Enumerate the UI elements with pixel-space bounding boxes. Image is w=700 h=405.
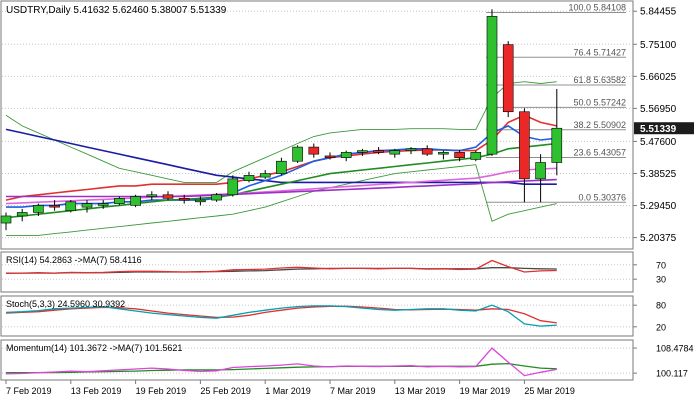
candle-body	[519, 111, 530, 180]
candle-body	[357, 150, 368, 153]
candle-body	[195, 199, 206, 203]
panel-tick-label: 70	[656, 260, 666, 270]
price-tick-label: 5.75100	[640, 40, 677, 51]
candle-body	[146, 194, 158, 197]
time-tick-label: 25 Mar 2019	[524, 386, 575, 396]
stoch-main-line	[5, 304, 557, 327]
moving-average-line	[5, 128, 557, 185]
panel-tick-label: 80	[656, 301, 666, 311]
candle-body	[243, 175, 255, 181]
price-tick-label: 5.29450	[640, 201, 677, 212]
candle-body	[114, 198, 125, 204]
candle-body	[65, 201, 77, 211]
price-tick-label: 5.47600	[640, 137, 677, 148]
rsi-line	[5, 259, 557, 275]
momentum-line	[5, 347, 557, 377]
candle-body	[389, 150, 401, 155]
candle-body	[308, 146, 320, 155]
fib-level-label: 23.6 5.43057	[573, 147, 626, 157]
candle-body	[470, 152, 482, 160]
current-price-label: 5.51339	[640, 124, 677, 135]
price-tick-label: 5.56950	[640, 104, 677, 115]
time-tick-label: 7 Mar 2019	[330, 386, 376, 396]
price-panel[interactable]	[0, 0, 634, 250]
candle-body	[97, 203, 109, 206]
candle-body	[16, 212, 28, 217]
moving-average-line	[6, 178, 557, 198]
price-tick-label: 5.66025	[640, 72, 677, 83]
momentum-label: Momentum(14) 101.3672 ->MA(7) 101.5621	[6, 343, 182, 353]
time-tick-label: 19 Feb 2019	[136, 386, 187, 396]
candle-body	[259, 173, 271, 178]
fib-level-label: 50.0 5.57242	[573, 97, 626, 107]
fib-level-label: 61.8 5.63582	[573, 75, 626, 85]
candle-body	[421, 148, 433, 155]
price-tick-label: 5.84455	[640, 7, 677, 18]
current-price-tag	[634, 122, 694, 135]
candle-body	[292, 146, 303, 162]
bollinger-upper	[5, 81, 557, 183]
stoch-lines: 80 20	[2, 301, 666, 332]
candle-body	[551, 127, 563, 163]
bollinger-lower	[6, 164, 557, 236]
time-tick-label: 19 Mar 2019	[460, 386, 511, 396]
time-tick-label: 7 Feb 2019	[6, 386, 52, 396]
price-tick-label: 5.38525	[640, 169, 677, 180]
time-axis: 7 Feb 2019 13 Feb 2019 19 Feb 2019 25 Feb 2…	[5, 380, 575, 396]
moving-average-line	[5, 167, 557, 205]
price-axis: 5.84455 5.75100 5.66025 5.56950 5.47600 5.385…	[633, 7, 694, 244]
candle-body	[373, 150, 384, 153]
stoch-signal-line	[5, 305, 557, 324]
price-tick-label: 5.20375	[640, 233, 677, 244]
candle-body	[227, 178, 239, 196]
candle-body	[324, 155, 336, 158]
time-tick-label: 25 Feb 2019	[200, 386, 251, 396]
momentum-lines: 108.4784 100.117	[2, 344, 694, 379]
candle-body	[162, 194, 174, 199]
candle-body	[130, 196, 141, 206]
candle-body	[211, 194, 222, 201]
candle-body	[0, 215, 12, 224]
rsi-lines: 70 30	[2, 259, 666, 285]
stoch-label: Stoch(5,3,3) 24.5960 30.9392	[6, 299, 125, 309]
candle-body	[49, 205, 60, 208]
rsi-label: RSI(14) 54.2863 ->MA(7) 58.4116	[6, 255, 142, 265]
candle-body	[340, 152, 352, 158]
candle-body	[33, 205, 44, 213]
time-tick-label: 13 Mar 2019	[395, 386, 446, 396]
candle-body	[438, 152, 449, 155]
candle-body	[535, 162, 546, 180]
panel-tick-label: 108.4784	[656, 344, 694, 354]
time-tick-label: 13 Feb 2019	[71, 386, 122, 396]
fib-level-label: 38.2 5.50902	[573, 120, 626, 130]
candle-body	[178, 198, 190, 201]
panel-tick-label: 30	[656, 275, 666, 285]
candle-body	[486, 16, 498, 155]
moving-average-line	[5, 142, 557, 219]
panel-tick-label: 20	[656, 322, 666, 332]
panel-tick-label: 100.117	[656, 369, 688, 379]
symbol-label: USDTRY,Daily 5.41632 5.62460 5.38007 5.5…	[6, 5, 227, 16]
fib-level-label: 0.0 5.30376	[578, 192, 626, 202]
candle-body	[502, 44, 514, 113]
candle-body	[81, 203, 93, 208]
candle-body	[405, 148, 417, 151]
stoch-panel[interactable]	[0, 295, 634, 337]
time-tick-label: 1 Mar 2019	[265, 386, 311, 396]
candles	[0, 9, 563, 231]
fib-level-label: 100.0 5.84108	[568, 2, 626, 12]
candle-body	[454, 152, 465, 158]
candle-body	[276, 160, 287, 174]
fib-level-label: 76.4 5.71427	[573, 47, 626, 57]
